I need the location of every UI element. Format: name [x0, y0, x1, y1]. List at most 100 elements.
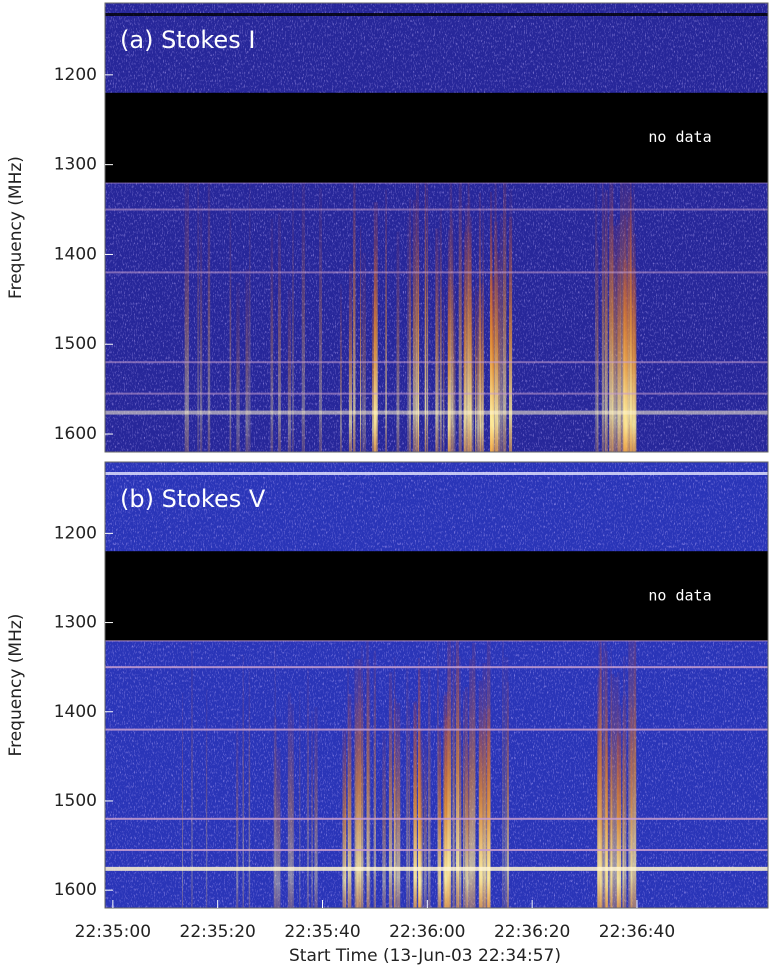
- burst-texture: [477, 291, 479, 452]
- burst-texture: [623, 180, 626, 452]
- burst-texture: [616, 219, 621, 452]
- y-tick-label: 1200: [54, 65, 97, 85]
- interference-line: [105, 728, 768, 731]
- burst-texture: [287, 289, 292, 452]
- burst-texture: [245, 269, 249, 452]
- burst-texture: [619, 705, 622, 908]
- burst-texture: [205, 689, 208, 908]
- burst-texture: [359, 700, 363, 908]
- burst-texture: [187, 166, 189, 452]
- burst-texture: [453, 647, 456, 908]
- interference-line: [105, 666, 768, 669]
- burst-texture: [443, 695, 447, 908]
- burst-texture: [458, 167, 462, 452]
- burst-texture: [464, 205, 469, 452]
- burst-texture: [601, 170, 604, 452]
- top-band: [105, 472, 768, 475]
- burst-texture: [439, 207, 442, 452]
- x-axis-label: Start Time (13-Jun-03 22:34:57): [289, 946, 561, 966]
- burst-texture: [603, 622, 605, 908]
- burst-texture: [229, 206, 232, 452]
- no-data-band: [105, 551, 768, 641]
- burst-texture: [382, 732, 386, 908]
- burst-texture: [362, 252, 366, 452]
- burst-texture: [462, 691, 465, 908]
- burst-texture: [319, 187, 322, 452]
- burst-texture: [311, 710, 313, 908]
- burst-texture: [348, 694, 352, 908]
- burst-texture: [360, 226, 362, 452]
- no-data-band: [105, 92, 768, 183]
- burst-texture: [388, 672, 393, 908]
- burst-texture: [449, 178, 453, 452]
- burst-texture: [502, 627, 504, 908]
- burst-texture: [610, 185, 614, 452]
- burst-texture: [301, 166, 306, 452]
- burst-texture: [622, 695, 627, 908]
- burst-texture: [426, 176, 429, 452]
- burst-texture: [600, 740, 604, 908]
- burst-texture: [442, 287, 445, 452]
- burst-texture: [597, 677, 600, 908]
- burst-texture: [276, 747, 281, 908]
- panel-title: (a) Stokes I: [120, 26, 255, 54]
- burst-texture: [199, 203, 203, 452]
- burst-texture: [469, 197, 471, 452]
- burst-texture: [242, 654, 244, 908]
- burst-texture: [274, 644, 276, 908]
- burst-texture: [197, 167, 199, 452]
- burst-texture: [249, 176, 251, 452]
- burst-texture: [353, 174, 355, 452]
- y-tick-label: 1500: [54, 334, 97, 354]
- burst-texture: [628, 620, 633, 908]
- y-axis-label: Frequency (MHz): [6, 614, 26, 757]
- panel-title: (b) Stokes V: [120, 485, 266, 513]
- y-axis-label: Frequency (MHz): [6, 156, 26, 299]
- burst-texture: [191, 631, 193, 908]
- burst-texture: [445, 714, 447, 908]
- burst-texture: [306, 668, 310, 908]
- interference-line: [105, 208, 768, 211]
- burst-texture: [632, 277, 637, 452]
- burst-texture: [348, 263, 353, 452]
- burst-texture: [630, 692, 632, 908]
- burst-texture: [412, 199, 417, 452]
- x-tick-label: 22:36:40: [599, 922, 675, 942]
- burst-texture: [486, 705, 491, 908]
- burst-texture: [452, 284, 456, 452]
- burst-texture: [424, 164, 427, 452]
- burst-texture: [496, 252, 500, 452]
- panel: [105, 462, 768, 908]
- burst-texture: [361, 682, 365, 908]
- burst-texture: [452, 631, 454, 908]
- burst-texture: [472, 642, 476, 908]
- burst-texture: [471, 287, 474, 452]
- burst-texture: [610, 673, 615, 908]
- interference-line: [105, 866, 768, 871]
- burst-texture: [418, 749, 422, 908]
- burst-texture: [182, 693, 184, 908]
- burst-texture: [373, 650, 377, 908]
- x-tick-label: 22:36:20: [494, 922, 570, 942]
- burst-texture: [290, 704, 294, 908]
- burst-texture: [459, 721, 462, 908]
- burst-texture: [438, 745, 441, 908]
- panel-frame: [104, 2, 769, 453]
- y-tick-label: 1400: [54, 702, 97, 722]
- burst-texture: [236, 720, 239, 908]
- burst-texture: [614, 677, 618, 908]
- panel: [105, 3, 768, 452]
- burst-texture: [455, 624, 460, 908]
- x-tick-label: 22:35:00: [75, 922, 151, 942]
- burst-texture: [503, 163, 507, 452]
- burst-texture: [447, 277, 452, 452]
- burst-texture: [605, 190, 608, 452]
- burst-texture: [287, 693, 292, 908]
- burst-texture: [482, 663, 487, 908]
- burst-texture: [314, 707, 318, 908]
- burst-texture: [396, 702, 401, 908]
- burst-texture: [393, 656, 396, 908]
- burst-texture: [184, 183, 188, 452]
- burst-texture: [463, 281, 465, 452]
- burst-texture: [475, 278, 477, 452]
